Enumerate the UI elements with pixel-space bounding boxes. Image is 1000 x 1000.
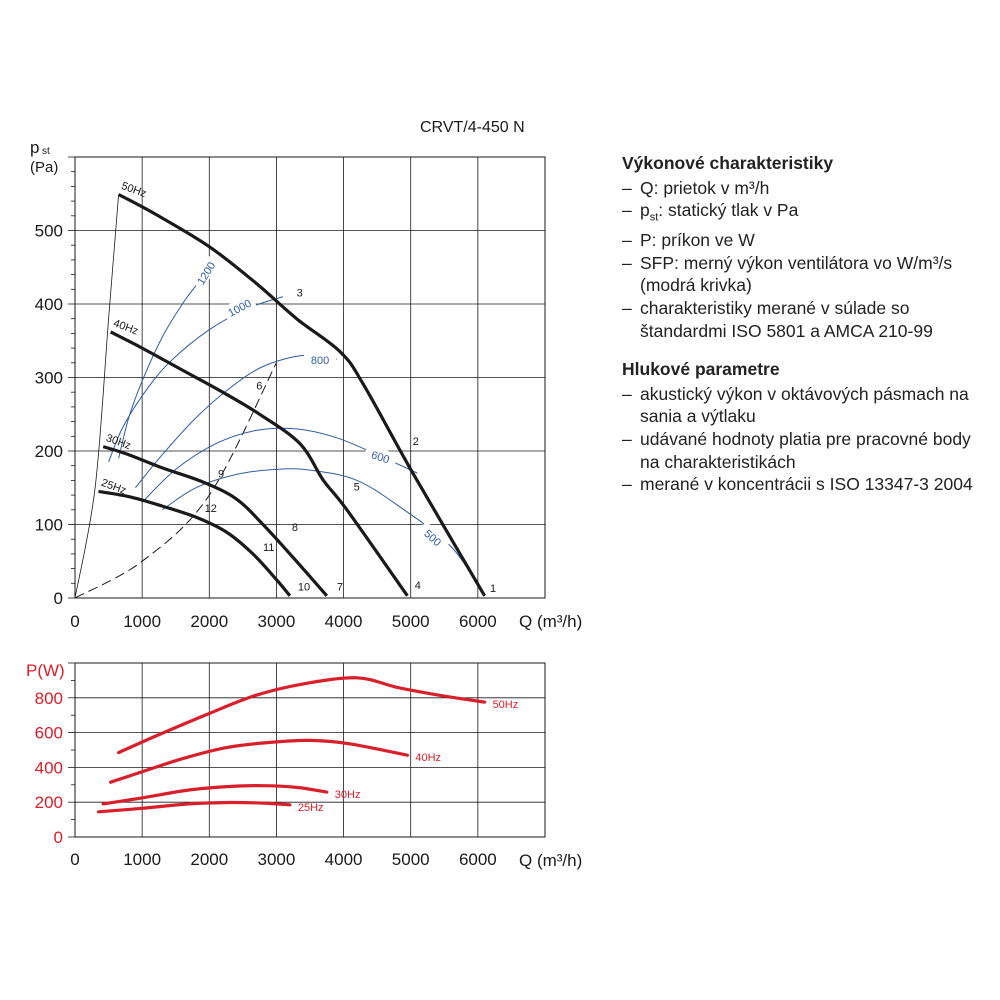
noise-item: akustický výkon v oktávových pásmach na … bbox=[622, 383, 992, 428]
x-tick-label: 5000 bbox=[392, 612, 430, 631]
x-tick-label: 0 bbox=[70, 612, 79, 631]
power-curve-label: 25Hz bbox=[298, 802, 324, 814]
performance-list: Q: prietok v m³/h pst: statický tlak v P… bbox=[622, 177, 992, 343]
y-tick-label: 200 bbox=[35, 793, 63, 812]
operating-point-label: 7 bbox=[337, 582, 343, 594]
x-tick-label: 5000 bbox=[392, 850, 430, 869]
operating-point-label: 3 bbox=[297, 288, 303, 300]
sfp-label-bg bbox=[221, 293, 257, 321]
x-tick-label: 1000 bbox=[123, 612, 161, 631]
power-curve-label: 30Hz bbox=[335, 789, 361, 801]
fan-curve-40Hz bbox=[109, 330, 409, 597]
y-tick-label: 600 bbox=[35, 724, 63, 743]
zero-flow-curve bbox=[74, 194, 119, 599]
performance-heading: Výkonové charakteristiky bbox=[622, 153, 834, 173]
y-tick-label: 400 bbox=[35, 295, 63, 314]
power-curve-50Hz bbox=[117, 676, 487, 755]
performance-item: Q: prietok v m³/h bbox=[622, 177, 992, 200]
sfp-label-bg bbox=[190, 255, 220, 290]
system-curve bbox=[74, 362, 277, 599]
x-tick-label: 1000 bbox=[123, 850, 161, 869]
fan-curve-30Hz bbox=[102, 445, 329, 597]
x-tick-label: 2000 bbox=[190, 850, 228, 869]
y-tick-label: 800 bbox=[35, 689, 63, 708]
y-tick-label: 400 bbox=[35, 758, 63, 777]
operating-point-label: 8 bbox=[292, 522, 298, 534]
x-tick-label: 0 bbox=[70, 850, 79, 869]
x-axis-label: Q (m³/h) bbox=[519, 851, 582, 870]
operating-point-label: 10 bbox=[298, 582, 310, 594]
x-tick-label: 6000 bbox=[459, 612, 497, 631]
x-tick-label: 2000 bbox=[190, 612, 228, 631]
performance-item: pst: statický tlak v Pa bbox=[622, 199, 992, 229]
sfp-label: 1000 bbox=[226, 298, 253, 320]
y-tick-label: 100 bbox=[35, 516, 63, 535]
noise-heading: Hlukové parametre bbox=[622, 359, 780, 380]
x-tick-label: 3000 bbox=[258, 850, 296, 869]
fan-curve-50Hz bbox=[117, 193, 486, 597]
performance-item: P: príkon ve W bbox=[622, 229, 992, 252]
y-axis-unit: (Pa) bbox=[30, 159, 58, 176]
y-axis-label-sub: st bbox=[42, 146, 50, 157]
sfp-label: 800 bbox=[311, 355, 329, 367]
power-curve-25Hz bbox=[96, 800, 292, 814]
operating-point-label: 4 bbox=[415, 580, 421, 592]
y-tick-label: 500 bbox=[35, 222, 63, 241]
operating-point-label: 6 bbox=[256, 380, 262, 392]
sfp-label-bg bbox=[304, 351, 337, 366]
y-tick-label: 300 bbox=[35, 369, 63, 388]
operating-point-label: 2 bbox=[413, 436, 419, 448]
operating-point-label: 9 bbox=[218, 468, 224, 480]
power-curve-30Hz bbox=[101, 784, 329, 806]
y-tick-label: 200 bbox=[35, 442, 63, 461]
info-panel: Výkonové charakteristiky Q: prietok v m³… bbox=[622, 152, 992, 496]
noise-item: merané v koncentrácii s ISO 13347-3 2004 bbox=[622, 473, 992, 496]
y-tick-label: 0 bbox=[54, 589, 63, 608]
x-tick-label: 4000 bbox=[325, 612, 363, 631]
noise-list: akustický výkon v oktávových pásmach na … bbox=[622, 383, 992, 496]
y-tick-label: 0 bbox=[54, 828, 63, 847]
y-axis-label: p bbox=[30, 138, 39, 157]
power-chart: 0 200 400 600 800 0 1000 2000 3000 4000 5000 6000 P(… bbox=[26, 661, 582, 870]
x-axis-label: Q (m³/h) bbox=[519, 612, 582, 631]
noise-section: Hlukové parametre akustický výkon v oktá… bbox=[622, 358, 992, 496]
fan-curve-25Hz bbox=[98, 489, 292, 597]
x-tick-label: 4000 bbox=[325, 850, 363, 869]
noise-item: udávané hodnoty platia pre pracovné body… bbox=[622, 428, 992, 473]
sfp-label-bg bbox=[416, 521, 451, 553]
power-curve-label: 40Hz bbox=[415, 752, 441, 764]
sfp-label: 600 bbox=[370, 449, 391, 466]
operating-point-label: 11 bbox=[263, 542, 274, 554]
sfp-curve bbox=[135, 354, 337, 489]
sfp-curve bbox=[118, 285, 197, 459]
power-curve-label: 50Hz bbox=[493, 699, 519, 711]
operating-point-label: 1 bbox=[490, 583, 496, 595]
y-axis-label: P(W) bbox=[26, 661, 65, 680]
operating-point-label: 5 bbox=[354, 482, 360, 494]
performance-item: SFP: merný výkon ventilátora vo W/m³/s (… bbox=[622, 252, 992, 297]
sfp-label-bg bbox=[363, 444, 399, 468]
x-tick-label: 6000 bbox=[459, 850, 497, 869]
operating-point-label: 12 bbox=[205, 503, 217, 515]
performance-item: charakteristiky merané v súlade so štand… bbox=[622, 297, 992, 342]
x-tick-label: 3000 bbox=[258, 612, 296, 631]
power-curve-40Hz bbox=[109, 738, 409, 784]
chart-title: CRVT/4-450 N bbox=[420, 119, 525, 136]
